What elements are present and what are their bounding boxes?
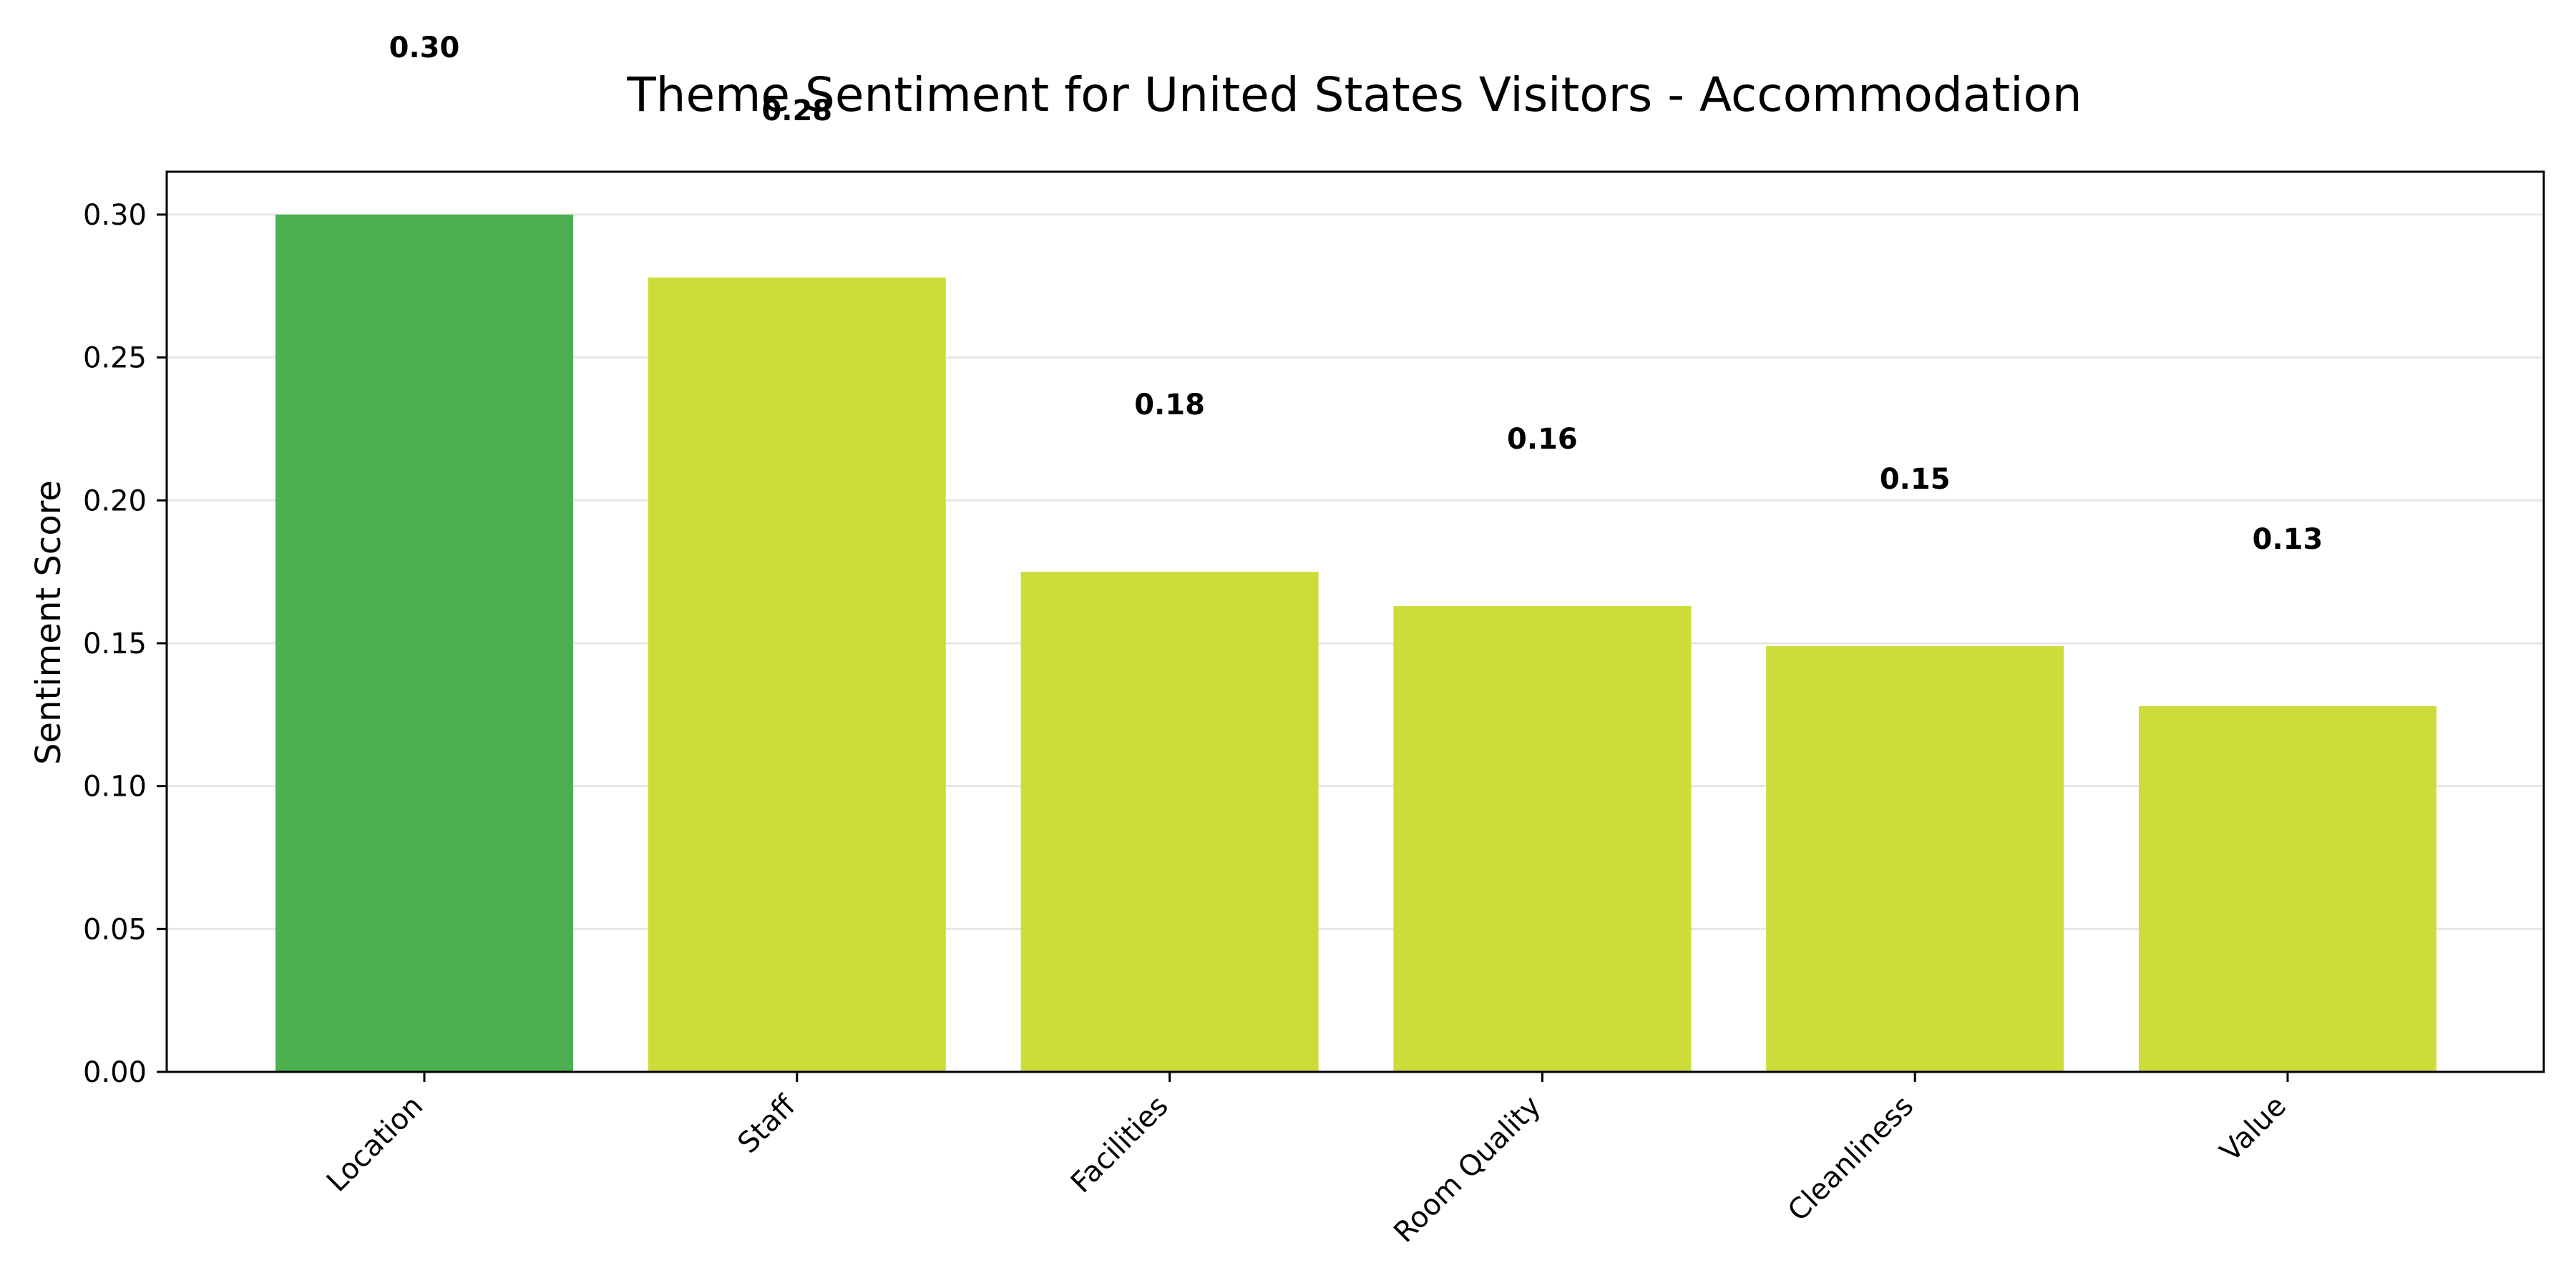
bar [648,277,946,1072]
y-tick-label: 0.20 [83,484,147,517]
plot-frame [165,170,2545,1073]
bar [275,214,573,1072]
y-tick-label: 0.10 [83,771,147,804]
y-axis: 0.00 0.05 0.10 0.15 0.20 0.25 0.30 [83,199,167,1089]
data-label: 0.30 [389,31,460,64]
data-label: 0.18 [1134,389,1205,421]
data-label: 0.13 [2253,523,2323,556]
bar [1393,606,1692,1072]
chart-title: Theme Sentiment for United States Visito… [626,67,2082,122]
data-label: 0.28 [761,94,832,127]
y-tick-label: 0.05 [83,913,147,946]
data-label: 0.16 [1507,423,1578,456]
data-label: 0.15 [1880,463,1951,496]
bar [2139,706,2436,1072]
y-tick-label: 0.00 [83,1056,147,1089]
bar [1020,572,1319,1072]
bars [275,214,2436,1072]
y-tick-label: 0.25 [83,342,147,375]
y-tick-label: 0.15 [83,628,147,660]
bar [1766,645,2064,1072]
y-axis-label: Sentiment Score [29,480,69,765]
data-labels: 0.30 0.28 0.18 0.16 0.15 0.13 [389,31,2323,556]
y-tick-label: 0.30 [83,199,147,232]
